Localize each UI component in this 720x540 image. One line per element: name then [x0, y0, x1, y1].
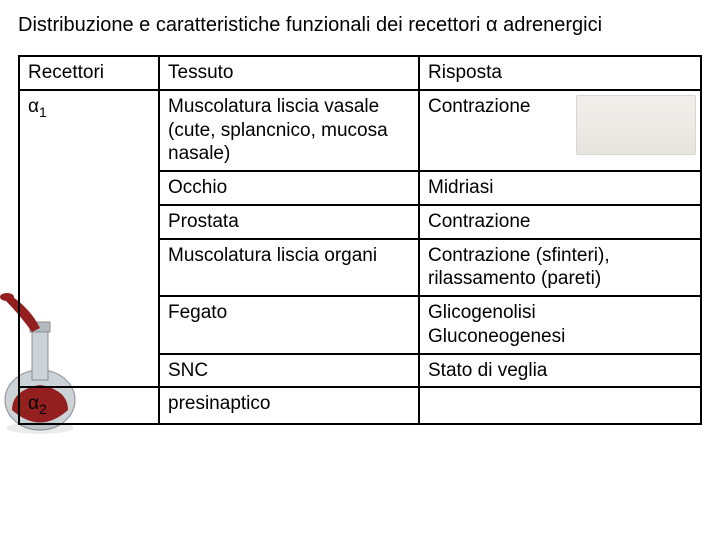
response-text: Contrazione [428, 96, 530, 117]
page-title: Distribuzione e caratteristiche funziona… [0, 0, 720, 47]
cell-risposta: Midriasi [419, 171, 701, 205]
cell-risposta [419, 387, 701, 423]
receptor-sub: 2 [39, 401, 47, 417]
cell-risposta: Contrazione [419, 205, 701, 239]
cell-tessuto: Muscolatura liscia organi [159, 239, 419, 297]
cell-tessuto: Prostata [159, 205, 419, 239]
cell-receptor-a2: α2 [19, 387, 159, 423]
cell-risposta: Contrazione (sfinteri), rilassamento (pa… [419, 239, 701, 297]
table-header-row: Recettori Tessuto Risposta [19, 56, 701, 90]
header-recettori: Recettori [19, 56, 159, 90]
cell-risposta: Contrazione [419, 90, 701, 171]
header-tessuto: Tessuto [159, 56, 419, 90]
cell-tessuto: Occhio [159, 171, 419, 205]
receptor-sub: 1 [39, 104, 47, 120]
cell-risposta: Stato di veglia [419, 354, 701, 388]
cell-membrane-illustration [576, 95, 696, 155]
header-risposta: Risposta [419, 56, 701, 90]
table-row: α1 Muscolatura liscia vasale (cute, spla… [19, 90, 701, 171]
cell-tessuto: presinaptico [159, 387, 419, 423]
receptor-table: Recettori Tessuto Risposta α1 Muscolatur… [18, 55, 702, 425]
cell-risposta: GlicogenolisiGluconeogenesi [419, 296, 701, 354]
cell-tessuto: SNC [159, 354, 419, 388]
receptor-symbol: α [28, 393, 39, 414]
cell-tessuto: Muscolatura liscia vasale (cute, splancn… [159, 90, 419, 171]
cell-tessuto: Fegato [159, 296, 419, 354]
cell-receptor-a1: α1 [19, 90, 159, 388]
table-row: α2 presinaptico [19, 387, 701, 423]
receptor-symbol: α [28, 96, 39, 117]
